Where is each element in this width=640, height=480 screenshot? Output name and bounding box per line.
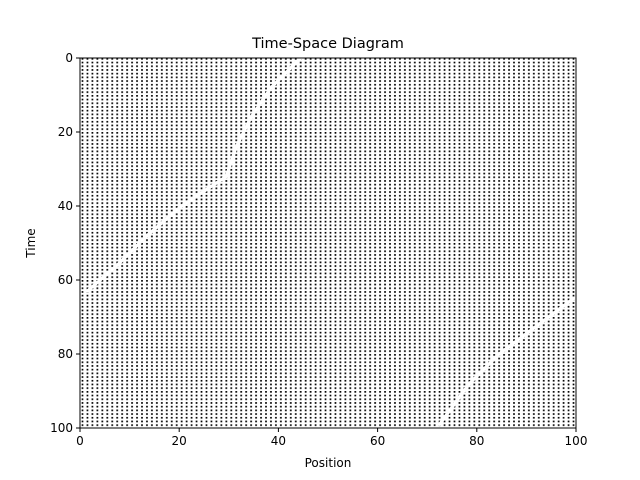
y-tick-label: 20 xyxy=(58,125,73,139)
x-tick-label: 40 xyxy=(271,434,286,448)
x-tick-label: 80 xyxy=(469,434,484,448)
chart-title: Time-Space Diagram xyxy=(251,36,404,52)
y-axis-label: Time xyxy=(24,228,38,258)
x-tick-label: 60 xyxy=(370,434,385,448)
x-tick-label: 20 xyxy=(172,434,187,448)
plot-area xyxy=(81,56,576,427)
x-tick-label: 0 xyxy=(76,434,84,448)
y-tick-label: 0 xyxy=(65,51,73,65)
y-tick-label: 100 xyxy=(50,421,73,435)
y-tick-label: 40 xyxy=(58,199,73,213)
x-axis: 0 20 40 60 80 100 xyxy=(76,428,587,448)
x-tick-label: 100 xyxy=(565,434,588,448)
x-axis-label: Position xyxy=(305,456,352,470)
y-tick-label: 80 xyxy=(58,347,73,361)
y-tick-label: 60 xyxy=(58,273,73,287)
y-axis: 0 20 40 60 80 100 xyxy=(50,51,80,435)
occupied-cell-markers xyxy=(81,58,575,427)
gap-trajectory-2 xyxy=(438,296,576,426)
axes-frame xyxy=(79,57,577,429)
gap-trajectory-1 xyxy=(85,56,303,293)
